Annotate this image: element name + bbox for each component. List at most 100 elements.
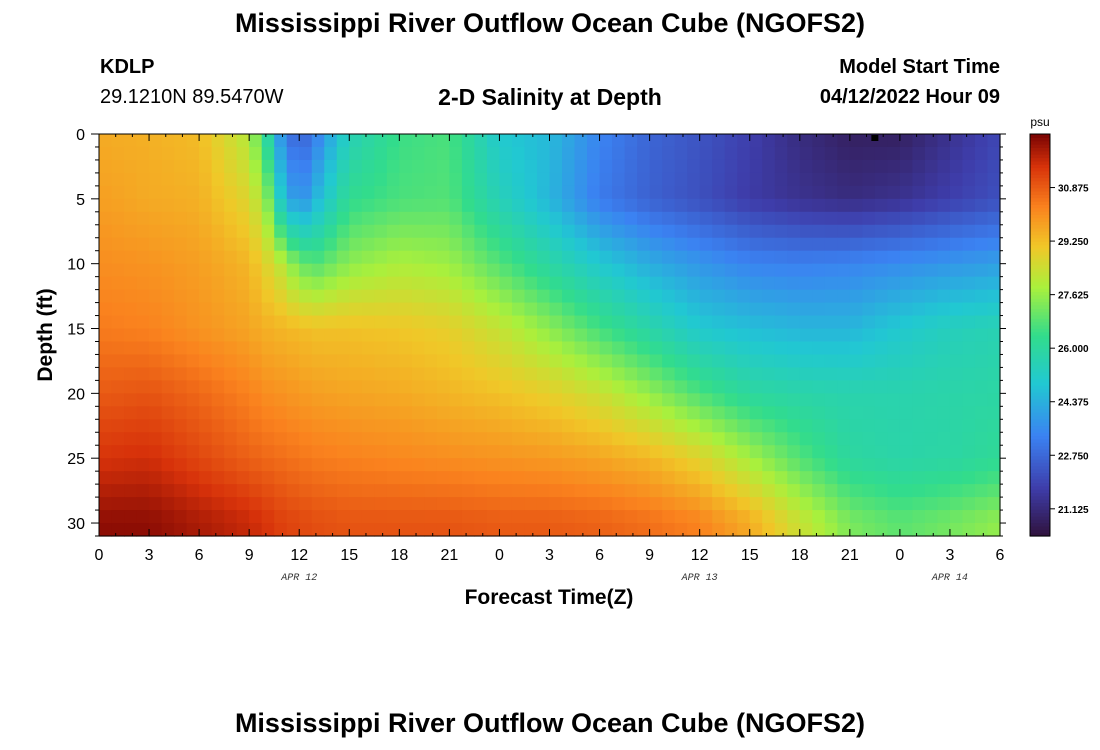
colorbar-segment — [1030, 432, 1050, 437]
heatmap-cell — [749, 263, 763, 278]
heatmap-cell — [674, 159, 688, 174]
heatmap-cell — [486, 419, 501, 433]
heatmap-cell — [524, 328, 538, 343]
heatmap-cell — [549, 198, 563, 213]
heatmap-cell — [399, 406, 413, 420]
heatmap-cell — [749, 185, 763, 200]
heatmap-cell — [211, 458, 225, 472]
heatmap-cell — [99, 393, 113, 407]
heatmap-cell — [136, 341, 150, 356]
heatmap-cell — [749, 354, 763, 369]
heatmap-cell — [799, 198, 813, 213]
heatmap-cell — [662, 172, 676, 187]
heatmap-cell — [974, 146, 989, 161]
heatmap-cell — [962, 393, 976, 407]
heatmap-cell — [599, 237, 613, 252]
heatmap-cell — [799, 458, 813, 472]
heatmap-cell — [461, 159, 476, 174]
heatmap-cell — [211, 471, 225, 485]
heatmap-cell — [249, 406, 263, 420]
heatmap-cell — [862, 263, 876, 278]
heatmap-cell — [436, 432, 450, 446]
colorbar-segment — [1030, 197, 1050, 202]
heatmap-cell — [812, 276, 826, 291]
colorbar-segment — [1030, 371, 1050, 376]
heatmap-cell — [324, 354, 338, 369]
heatmap-cell — [286, 146, 300, 161]
chart-subtitle: 2-D Salinity at Depth — [438, 84, 662, 110]
colorbar-segment — [1030, 311, 1050, 316]
colorbar-tick-label: 27.625 — [1058, 291, 1089, 302]
heatmap-cell — [562, 289, 576, 304]
heatmap-cell — [787, 172, 801, 187]
heatmap-cell — [299, 211, 313, 226]
heatmap-cell — [324, 328, 338, 343]
heatmap-cell — [987, 328, 1001, 343]
heatmap-cell — [737, 484, 751, 498]
heatmap-cell — [324, 432, 338, 446]
heatmap-cell — [937, 419, 951, 433]
heatmap-cell — [424, 523, 438, 537]
heatmap-cell — [499, 185, 513, 200]
heatmap-cell — [974, 250, 989, 265]
heatmap-cell — [974, 315, 989, 330]
colorbar-segment — [1030, 425, 1050, 430]
heatmap-cell — [499, 250, 513, 265]
heatmap-cell — [549, 237, 563, 252]
heatmap-cell — [336, 354, 350, 369]
colorbar-segment — [1030, 505, 1050, 510]
heatmap-cell — [899, 250, 913, 265]
heatmap-cell — [249, 523, 263, 537]
heatmap-cell — [837, 134, 851, 148]
colorbar-segment — [1030, 479, 1050, 483]
heatmap-cell — [987, 419, 1001, 433]
heatmap-cell — [887, 315, 901, 330]
heatmap-cell — [837, 159, 851, 174]
heatmap-cell — [674, 134, 688, 148]
colorbar-segment — [1030, 174, 1050, 179]
heatmap-cell — [849, 380, 863, 394]
heatmap-cell — [436, 172, 450, 187]
heatmap-cell — [499, 406, 513, 420]
heatmap-cell — [799, 432, 813, 446]
heatmap-cell — [624, 484, 638, 498]
heatmap-cell — [812, 328, 826, 343]
heatmap-cell — [524, 185, 538, 200]
heatmap-cell — [536, 380, 551, 394]
heatmap-cell — [136, 510, 150, 524]
heatmap-cell — [587, 315, 601, 330]
heatmap-cell — [824, 328, 838, 343]
heatmap-cell — [274, 445, 288, 459]
heatmap-cell — [461, 146, 476, 161]
heatmap-cell — [424, 510, 438, 524]
heatmap-cell — [674, 458, 688, 472]
heatmap-cell — [136, 497, 150, 511]
heatmap-cell — [186, 354, 200, 369]
heatmap-cell — [174, 367, 188, 381]
heatmap-cell — [637, 146, 651, 161]
heatmap-cell — [399, 354, 413, 369]
heatmap-cell — [399, 341, 413, 356]
heatmap-cell — [211, 367, 225, 381]
colorbar-segment — [1030, 278, 1050, 282]
heatmap-cell — [199, 146, 213, 161]
heatmap-cell — [386, 380, 400, 394]
heatmap-cell — [974, 432, 989, 446]
heatmap-cell — [299, 146, 313, 161]
x-tick-label: 9 — [645, 547, 654, 564]
heatmap-cell — [411, 302, 425, 317]
heatmap-cell — [361, 211, 375, 226]
heatmap-cell — [887, 172, 901, 187]
heatmap-cell — [799, 484, 813, 498]
heatmap-cell — [236, 237, 250, 252]
heatmap-cell — [712, 406, 726, 420]
heatmap-cell — [424, 393, 438, 407]
heatmap-cell — [599, 406, 613, 420]
heatmap-cell — [974, 263, 989, 278]
heatmap-cell — [249, 289, 263, 304]
heatmap-cell — [899, 367, 913, 381]
heatmap-cell — [474, 484, 488, 498]
heatmap-cell — [799, 354, 813, 369]
heatmap-cell — [912, 146, 926, 161]
heatmap-cell — [361, 146, 375, 161]
